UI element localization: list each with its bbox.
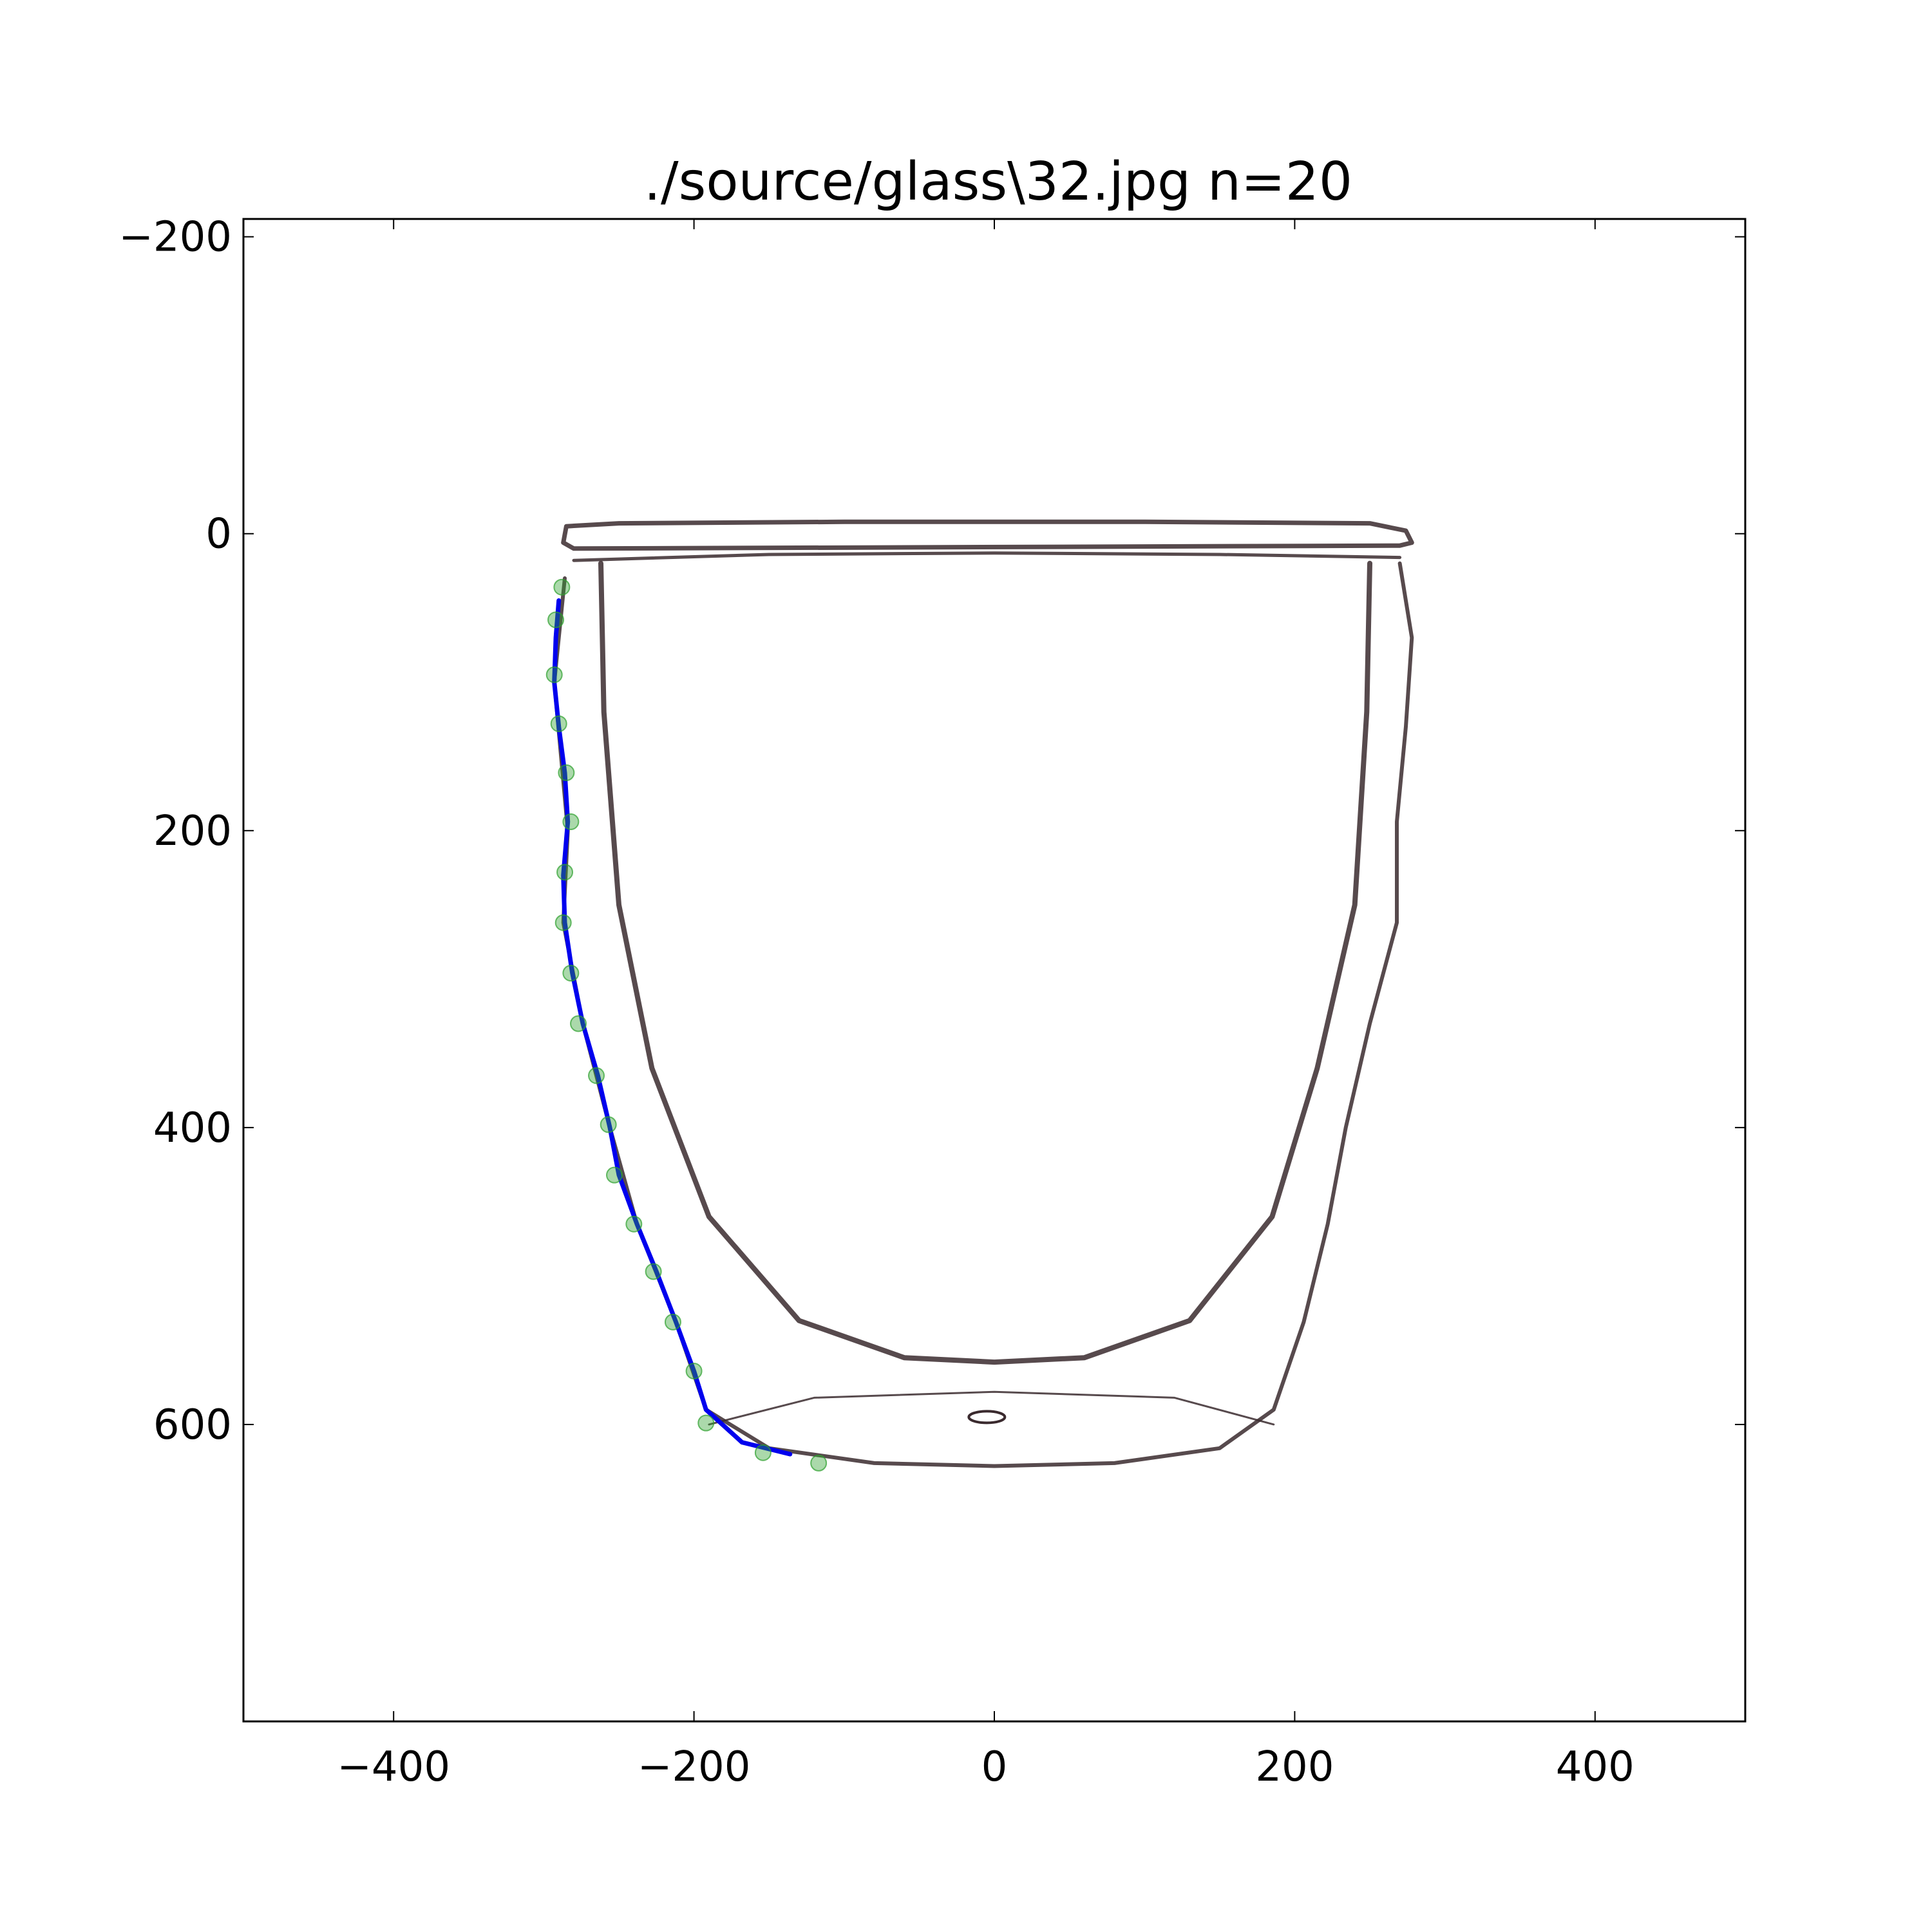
glass-photo [552,519,1414,1468]
chart-title: ./source/glass\32.jpg n=20 [644,151,1352,213]
data-point [697,1414,715,1432]
data-point [588,1067,605,1084]
data-point [550,715,567,732]
fitted-curve-line [552,598,793,1457]
data-point [685,1362,703,1379]
y-tick-label: 0 [205,511,232,558]
y-tick-label: 600 [153,1401,232,1449]
y-tick-label: 400 [153,1104,232,1152]
data-point [547,611,565,629]
x-tick-label: −400 [337,1743,450,1791]
data-point [570,1015,587,1032]
plot-frame [242,218,1747,1723]
x-tick-label: 0 [981,1743,1008,1791]
data-point [664,1313,681,1331]
data-point [625,1215,643,1233]
data-point [810,1454,828,1472]
data-point [754,1444,772,1461]
glass-outer-wall [552,561,1414,1468]
x-tick-label: 200 [1255,1743,1334,1791]
y-tick-label: 200 [153,808,232,855]
glass-rim-inner [572,551,1402,562]
glass-rim [561,519,1414,551]
data-point [545,666,563,683]
data-point [558,764,575,781]
data-point [554,914,572,931]
x-tick-label: −200 [638,1743,751,1791]
data-point [562,965,580,982]
chart-axes: −400 −200 0 200 400 −200 0 200 400 600 [118,214,1747,1791]
data-point [645,1263,662,1280]
x-tick-label: 400 [1556,1743,1634,1791]
chart-marks [545,578,828,1472]
glass-inner-wall [598,560,1372,1365]
y-tick-label: −200 [118,214,232,261]
data-point [600,1116,617,1133]
data-point [556,864,574,881]
glass-base-dimple [967,1410,1007,1425]
data-point [562,813,580,830]
data-point [606,1166,623,1184]
glass-base [708,1390,1275,1426]
data-point [553,578,571,596]
